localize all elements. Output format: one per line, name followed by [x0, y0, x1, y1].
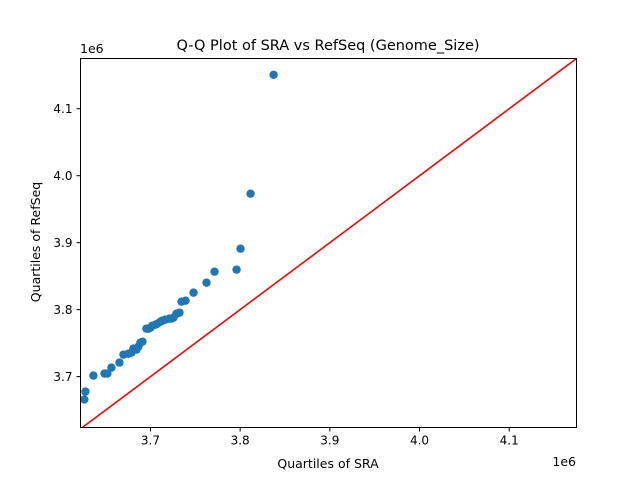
x-tick-label: 4.1: [500, 434, 519, 448]
data-point: [236, 244, 245, 253]
y-tick-label: 4.1: [53, 102, 72, 116]
data-point: [115, 358, 124, 367]
data-point: [89, 371, 98, 380]
data-point: [107, 363, 116, 372]
y-tick-label: 3.9: [53, 236, 72, 250]
plot-area: [80, 58, 577, 428]
y-tick-label: 3.8: [53, 303, 72, 317]
x-tick-label: 3.9: [320, 434, 339, 448]
y-offset-label: 1e6: [80, 41, 104, 56]
data-point: [80, 395, 89, 404]
y-tick-label: 3.7: [53, 370, 72, 384]
axes-frame: [80, 58, 577, 428]
data-point: [81, 387, 90, 396]
x-axis: 3.7 3.8 3.9 4.0 4.1: [141, 427, 519, 448]
y-tick-label: 4.0: [53, 169, 72, 183]
chart-title: Q-Q Plot of SRA vs RefSeq (Genome_Size): [176, 38, 479, 54]
reference-line: [80, 58, 577, 428]
x-axis-label: Quartiles of SRA: [277, 456, 379, 471]
data-point: [103, 369, 112, 378]
data-point: [202, 278, 211, 287]
data-point: [232, 265, 241, 274]
y-axis: 3.7 3.8 3.9 4.0 4.1: [53, 102, 81, 384]
data-point: [138, 337, 147, 346]
x-tick-label: 4.0: [410, 434, 429, 448]
x-tick-label: 3.7: [141, 434, 160, 448]
x-tick-label: 3.8: [231, 434, 250, 448]
data-point: [189, 288, 198, 297]
data-point: [269, 70, 278, 79]
data-point: [181, 296, 190, 305]
data-point: [210, 267, 219, 276]
data-point: [175, 308, 184, 317]
x-offset-label: 1e6: [552, 454, 576, 469]
y-axis-label: Quartiles of RefSeq: [28, 182, 43, 302]
data-point: [246, 189, 255, 198]
